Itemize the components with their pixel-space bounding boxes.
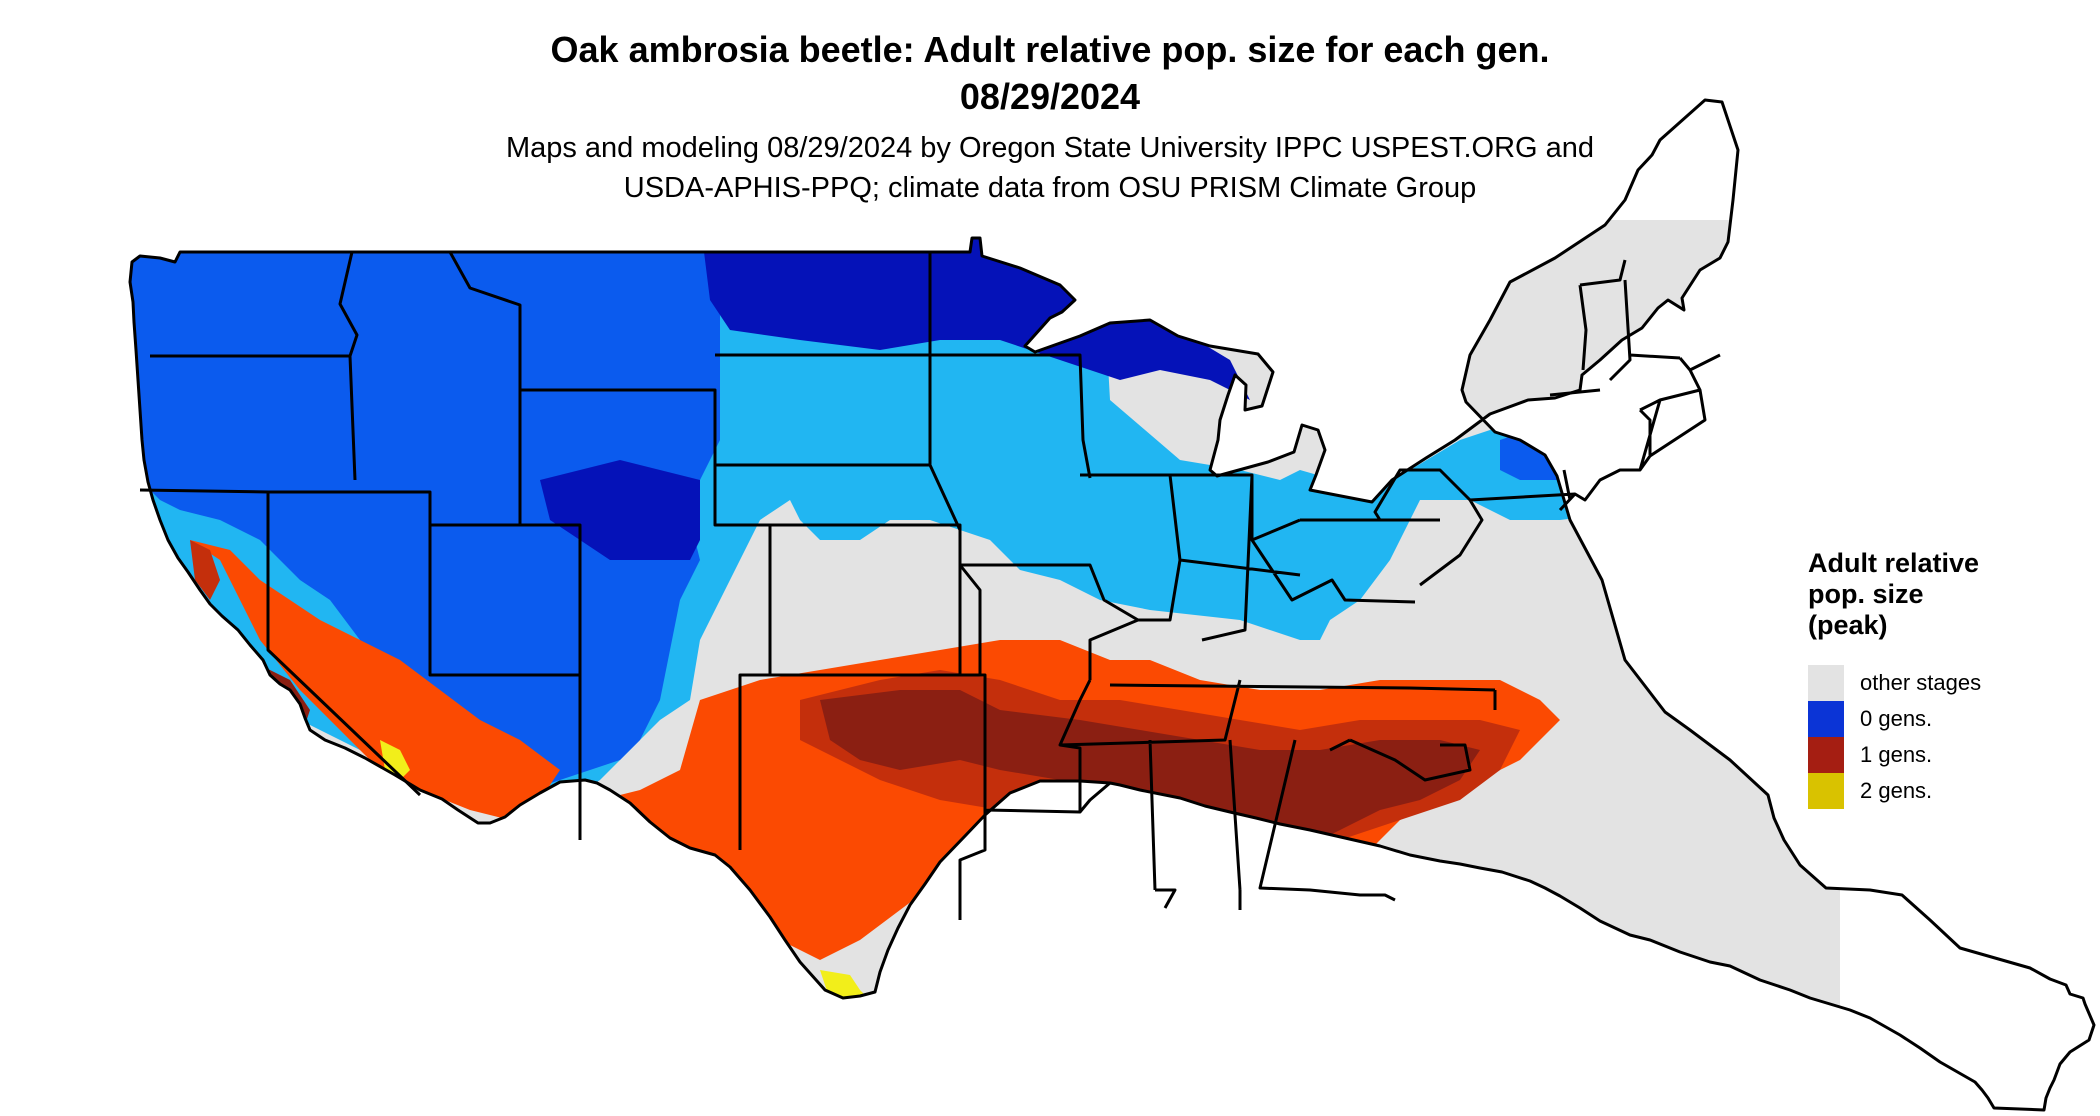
legend-swatch-1-gens bbox=[1808, 737, 1844, 773]
zone-1-gens-strip-california bbox=[190, 540, 220, 600]
legend-item-1-gens: 1 gens. bbox=[1808, 737, 2008, 773]
title-line-1: Oak ambrosia beetle: Adult relative pop.… bbox=[550, 29, 1550, 70]
internal-state-lines bbox=[139, 251, 1721, 920]
legend-label-2-gens: 2 gens. bbox=[1860, 778, 1933, 803]
zone-0-gens-mid bbox=[130, 220, 720, 792]
map-subtitle: Maps and modeling 08/29/2024 by Oregon S… bbox=[0, 128, 2100, 208]
zone-2-gens-florida bbox=[1330, 1020, 1390, 1090]
subtitle-line-2: USDA-APHIS-PPQ; climate data from OSU PR… bbox=[623, 172, 1477, 204]
legend-label-other-stages: other stages bbox=[1860, 670, 1982, 695]
subtitle-line-1: Maps and modeling 08/29/2024 by Oregon S… bbox=[505, 132, 1595, 164]
title-line-2: 08/29/2024 bbox=[959, 76, 1141, 117]
zone-1-gens-light-west bbox=[190, 540, 560, 820]
national-boundary bbox=[128, 98, 2096, 1112]
legend-swatch-other-stages bbox=[1808, 665, 1844, 701]
legend: Adult relative pop. size (peak) other st… bbox=[1808, 548, 2008, 809]
state-boundaries bbox=[128, 98, 2096, 1112]
legend-swatch-2-gens bbox=[1808, 773, 1844, 809]
legend-item-0-gens: 0 gens. bbox=[1808, 701, 2008, 737]
legend-item-other-stages: other stages bbox=[1808, 665, 2008, 701]
legend-title: Adult relative pop. size (peak) bbox=[1808, 548, 1980, 640]
legend-items: other stages 0 gens. 1 gens. 2 gens. bbox=[1808, 665, 2008, 809]
legend-item-2-gens: 2 gens. bbox=[1808, 773, 2008, 809]
map-title: Oak ambrosia beetle: Adult relative pop.… bbox=[0, 26, 2100, 120]
legend-label-0-gens: 0 gens. bbox=[1860, 706, 1933, 731]
legend-label-1-gens: 1 gens. bbox=[1860, 742, 1933, 767]
legend-swatch-0-gens bbox=[1808, 701, 1844, 737]
